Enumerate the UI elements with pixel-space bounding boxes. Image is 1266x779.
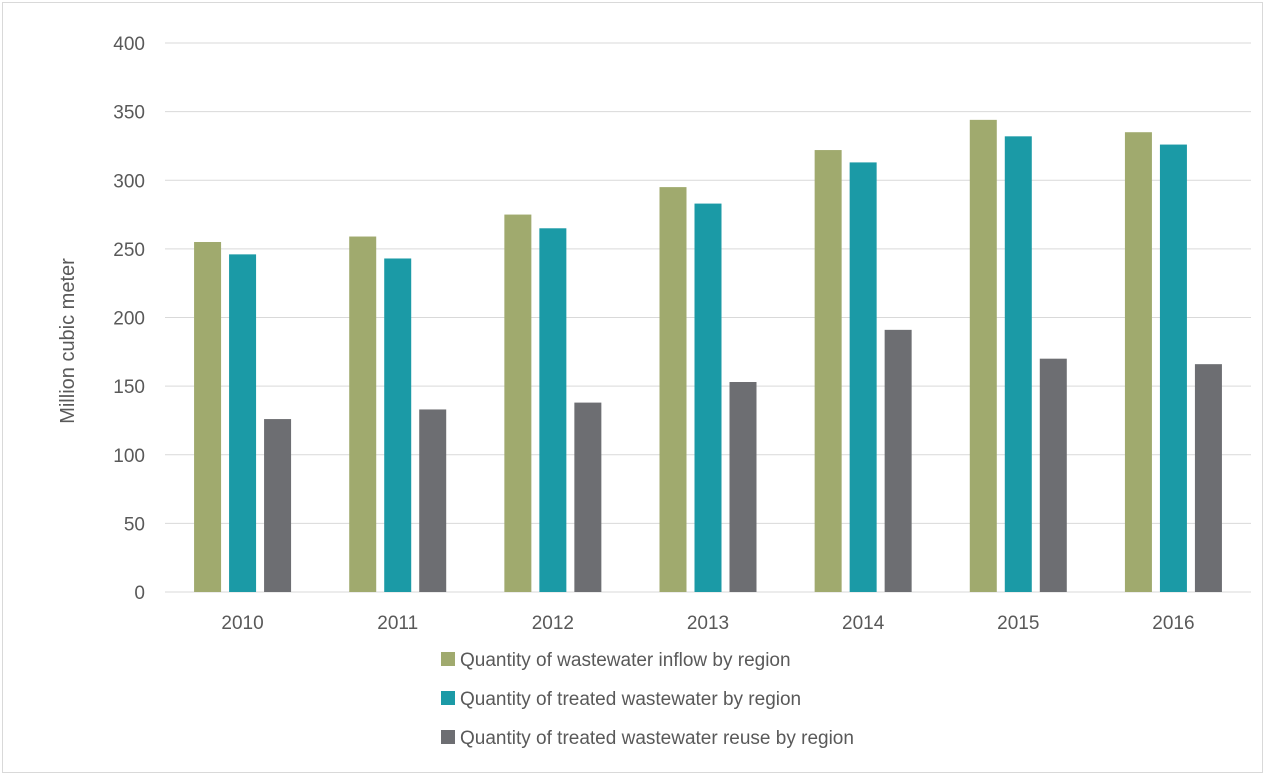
bar-2011-series-3 (419, 409, 447, 592)
bar-2012-series-3 (574, 402, 602, 592)
legend-swatch (441, 652, 455, 666)
bar-2011-series-1 (349, 236, 377, 592)
legend-swatch (441, 691, 455, 705)
bar-2016-series-2 (1159, 144, 1187, 592)
x-tick-label: 2015 (997, 613, 1039, 634)
y-tick-label: 0 (134, 583, 145, 604)
x-tick-label: 2010 (221, 613, 263, 634)
x-axis-ticks: 2010 2011 2012 2013 2014 2015 2016 (221, 613, 1194, 634)
bar-2015-series-3 (1039, 358, 1067, 592)
legend-label: Quantity of treated wastewater by region (460, 689, 801, 710)
x-tick-label: 2011 (377, 613, 418, 634)
y-axis-label: Million cubic meter (57, 258, 79, 424)
bar-2012-series-1 (504, 214, 532, 592)
legend: Quantity of wastewater inflow by region Q… (441, 650, 854, 749)
y-tick-label: 250 (113, 240, 145, 261)
legend-label: Quantity of wastewater inflow by region (460, 650, 791, 671)
x-tick-label: 2014 (842, 613, 885, 634)
y-tick-label: 150 (113, 377, 145, 398)
bar-2016-series-1 (1124, 132, 1152, 592)
bar-2013-series-2 (694, 203, 722, 592)
y-tick-label: 50 (124, 514, 145, 535)
y-tick-label: 300 (113, 171, 145, 192)
y-tick-label: 100 (113, 446, 145, 467)
bar-2015-series-2 (1004, 136, 1032, 592)
bar-2010-series-3 (264, 419, 292, 592)
y-tick-label: 200 (113, 309, 145, 330)
y-axis-ticks: 0 50 100 150 200 250 300 350 400 (113, 34, 145, 604)
x-tick-label: 2016 (1152, 613, 1194, 634)
bar-2010-series-1 (194, 242, 222, 592)
y-tick-label: 350 (113, 103, 145, 124)
legend-swatch (441, 730, 455, 744)
bar-2016-series-3 (1194, 364, 1222, 592)
bar-2013-series-3 (729, 382, 757, 592)
bar-2014-series-1 (814, 150, 842, 592)
bar-2013-series-1 (659, 187, 687, 593)
bar-2014-series-2 (849, 162, 877, 592)
x-tick-label: 2013 (687, 613, 729, 634)
bars (194, 119, 1222, 593)
bar-2014-series-3 (884, 329, 912, 592)
bar-2010-series-2 (229, 254, 257, 593)
y-tick-label: 400 (113, 34, 145, 55)
bar-2011-series-2 (384, 258, 412, 592)
x-tick-label: 2012 (532, 613, 574, 634)
bar-2015-series-1 (969, 119, 997, 593)
legend-label: Quantity of treated wastewater reuse by … (460, 728, 854, 749)
bar-2012-series-2 (539, 228, 567, 592)
